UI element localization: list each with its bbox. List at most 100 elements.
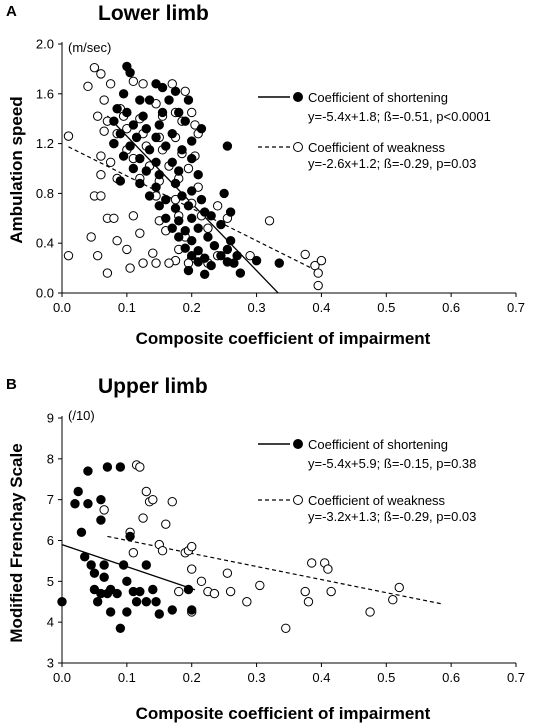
x-tick-label: 0.0 [53,670,71,685]
point-shortening [167,128,177,139]
point-shortening [170,178,181,189]
point-weakness [99,95,109,105]
point-weakness [307,558,317,568]
y-tick-label: 1.6 [36,86,54,101]
point-weakness [63,250,74,261]
x-tick-label: 0.4 [312,670,330,685]
x-tick-label: 0.7 [507,300,525,315]
point-weakness [180,86,190,97]
point-weakness [225,586,236,597]
point-weakness [96,191,106,201]
point-shortening [206,260,216,271]
point-weakness [245,250,255,261]
point-weakness [89,62,100,73]
point-shortening [157,82,168,93]
point-shortening [164,95,174,105]
point-shortening [112,104,122,114]
point-shortening [167,157,177,167]
point-shortening [170,86,181,97]
point-shortening [187,186,197,196]
y-tick-label: 0.4 [36,236,54,251]
point-shortening [83,499,93,509]
point-shortening [187,605,197,615]
point-shortening [151,597,161,607]
panel-b-title: Upper limb [98,375,208,398]
point-shortening [229,258,239,268]
legend-a-weakness-marker [293,142,303,152]
point-shortening [102,462,113,472]
point-weakness [125,263,135,273]
point-shortening [115,623,126,633]
point-weakness [313,280,323,291]
panel-a-axes: 0.0 0.4 0.8 1.2 1.6 2.0 0.0 0.1 0.2 0.3 0.4 0.5 0.6 0… [36,37,525,316]
point-shortening [135,95,145,105]
point-weakness [174,586,184,597]
point-shortening [80,552,90,562]
panel-a-unit-note: (m/sec) [68,40,111,55]
point-weakness [209,588,220,599]
point-weakness [112,236,122,246]
x-tick-label: 0.1 [118,300,136,315]
point-shortening [125,141,135,151]
legend-b-shortening-marker [293,439,303,449]
point-weakness [394,582,404,593]
point-weakness [96,151,106,161]
point-weakness [187,107,197,118]
point-shortening [187,153,197,164]
point-shortening [193,170,203,180]
point-shortening [193,257,203,267]
point-weakness [300,249,310,260]
point-weakness [96,69,106,79]
x-tick-label: 0.0 [53,300,71,315]
point-shortening [193,223,203,233]
legend-b-shortening-name: Coefficient of shortening [308,437,448,452]
point-shortening [167,223,177,233]
x-tick-label: 0.5 [377,300,395,315]
point-shortening [131,597,142,607]
point-weakness [365,607,375,617]
point-shortening [99,560,109,570]
panel-b-letter: B [6,376,17,393]
point-shortening [216,250,226,261]
point-shortening [225,207,236,217]
point-shortening [135,586,145,597]
point-shortening [125,67,135,78]
point-weakness [151,258,161,268]
y-tick-label: 6 [47,533,54,548]
y-tick-label: 5 [47,574,54,589]
y-tick-label: 0.8 [36,186,54,201]
panel-a-legend: Coefficient of shortening y=-5.4x+1.8; ß… [258,90,491,171]
legend-a-shortening-name: Coefficient of shortening [308,90,448,105]
point-weakness [187,541,197,552]
point-shortening [219,188,229,199]
point-shortening [83,466,93,476]
point-shortening [151,182,161,192]
point-shortening [105,607,116,617]
point-weakness [303,597,314,607]
point-shortening [225,236,236,246]
y-tick-label: 7 [47,492,54,507]
x-tick-label: 0.3 [248,300,266,315]
x-tick-label: 0.4 [312,300,330,315]
x-tick-label: 0.5 [377,670,395,685]
point-shortening [157,107,168,118]
point-shortening [148,584,158,595]
point-shortening [115,462,126,472]
point-shortening [141,166,152,176]
point-weakness [313,268,323,278]
point-weakness [135,462,145,472]
point-weakness [264,216,275,226]
x-tick-label: 0.1 [118,670,136,685]
x-tick-label: 0.7 [507,670,525,685]
point-shortening [161,141,171,151]
point-shortening [92,597,103,607]
point-shortening [222,141,233,151]
panel-a-lower-limb: A Lower limb (m/sec) Ambulation speed Co… [6,2,525,348]
point-shortening [174,166,184,176]
point-shortening [183,95,194,105]
x-tick-label: 0.2 [183,300,201,315]
point-weakness [281,623,291,633]
point-shortening [144,145,155,155]
point-weakness [388,595,398,605]
point-shortening [115,176,126,186]
